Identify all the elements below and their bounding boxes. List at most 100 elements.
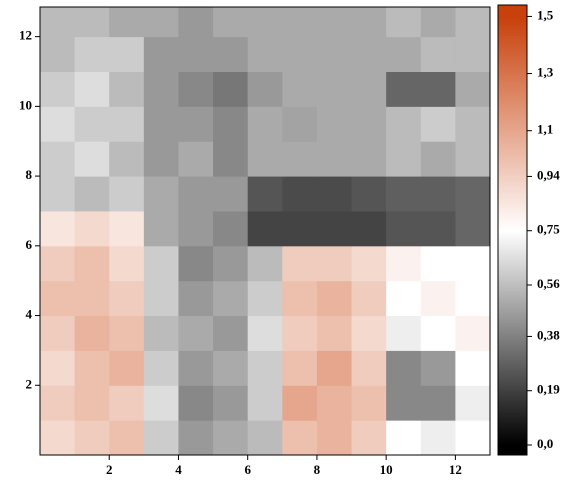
heat-cell (282, 385, 317, 420)
heat-cell (75, 350, 110, 385)
colorbar-tick-label: 0,75 (537, 222, 560, 237)
heat-cell (386, 385, 421, 420)
heat-cell (352, 420, 387, 455)
heat-cell (109, 281, 144, 316)
heat-cell (421, 141, 456, 176)
heat-cell (178, 420, 213, 455)
heat-cell (317, 316, 352, 351)
colorbar-tick-label: 1,3 (537, 65, 554, 80)
y-tick-label: 4 (26, 307, 33, 322)
heat-cell (317, 350, 352, 385)
heat-cell (352, 106, 387, 141)
heat-cell (144, 246, 179, 281)
x-tick-label: 4 (175, 462, 182, 477)
heat-cell (282, 350, 317, 385)
heat-cell (40, 281, 75, 316)
heat-cell (40, 71, 75, 106)
heat-cell (282, 281, 317, 316)
heat-cell (386, 71, 421, 106)
heat-cell (421, 176, 456, 211)
heat-cell (386, 106, 421, 141)
heat-cell (455, 176, 490, 211)
heat-cell (109, 211, 144, 246)
heat-cell (386, 281, 421, 316)
heat-cell (109, 71, 144, 106)
heat-cell (213, 420, 248, 455)
heat-cell (386, 176, 421, 211)
heat-cell (386, 141, 421, 176)
heat-cell (75, 281, 110, 316)
heat-cell (455, 141, 490, 176)
y-tick-label: 6 (26, 237, 33, 252)
heat-cell (213, 350, 248, 385)
heat-cell (109, 141, 144, 176)
heat-cell (213, 385, 248, 420)
heat-cell (40, 316, 75, 351)
heat-cell (40, 37, 75, 72)
heat-cell (317, 420, 352, 455)
heat-cell (282, 316, 317, 351)
heat-cell (248, 37, 283, 72)
heat-cell (213, 246, 248, 281)
heat-cell (248, 176, 283, 211)
heat-cell (386, 350, 421, 385)
y-tick-label: 12 (19, 28, 32, 43)
heat-cell (178, 281, 213, 316)
x-tick-label: 6 (244, 462, 251, 477)
colorbar-tick-label: 0,38 (537, 327, 560, 342)
heat-cell (144, 176, 179, 211)
heat-cell (178, 37, 213, 72)
heat-cell (178, 141, 213, 176)
heat-cell (75, 420, 110, 455)
heat-cell (386, 37, 421, 72)
heat-cell (352, 141, 387, 176)
heat-cell (248, 281, 283, 316)
heat-cell (248, 316, 283, 351)
heat-cell (109, 106, 144, 141)
heat-cell (109, 176, 144, 211)
heat-cell (317, 211, 352, 246)
heat-cell (40, 176, 75, 211)
heat-cell (386, 246, 421, 281)
heat-cell (75, 71, 110, 106)
heat-cell (144, 106, 179, 141)
heat-cell (421, 316, 456, 351)
heat-cell (248, 385, 283, 420)
y-tick-label: 10 (19, 97, 32, 112)
heat-cell (455, 71, 490, 106)
heat-cell (455, 350, 490, 385)
heat-cell (144, 71, 179, 106)
heat-cell (40, 420, 75, 455)
heat-cell (282, 420, 317, 455)
heat-cell (317, 176, 352, 211)
heat-cell (455, 37, 490, 72)
y-tick-label: 8 (26, 167, 33, 182)
heat-cell (75, 316, 110, 351)
heat-cell (352, 211, 387, 246)
heat-cell (421, 350, 456, 385)
heat-cell (144, 37, 179, 72)
heat-cell (317, 37, 352, 72)
heat-cell (178, 385, 213, 420)
heat-cell (317, 71, 352, 106)
heat-cell (421, 281, 456, 316)
heat-cell (144, 141, 179, 176)
heat-cell (109, 385, 144, 420)
heat-cell (352, 71, 387, 106)
heat-cell (75, 37, 110, 72)
heat-cell (109, 420, 144, 455)
heat-cell (213, 176, 248, 211)
heat-cell (248, 71, 283, 106)
heat-cell (352, 37, 387, 72)
heat-cell (282, 106, 317, 141)
heat-cell (75, 106, 110, 141)
y-tick-label: 2 (26, 376, 33, 391)
heat-cell (144, 350, 179, 385)
heat-cell (352, 176, 387, 211)
colorbar-tick-label: 0,19 (537, 382, 560, 397)
heat-cell (109, 316, 144, 351)
heat-cell (178, 176, 213, 211)
heat-cell (317, 106, 352, 141)
heat-cell (421, 385, 456, 420)
heat-cell (75, 211, 110, 246)
